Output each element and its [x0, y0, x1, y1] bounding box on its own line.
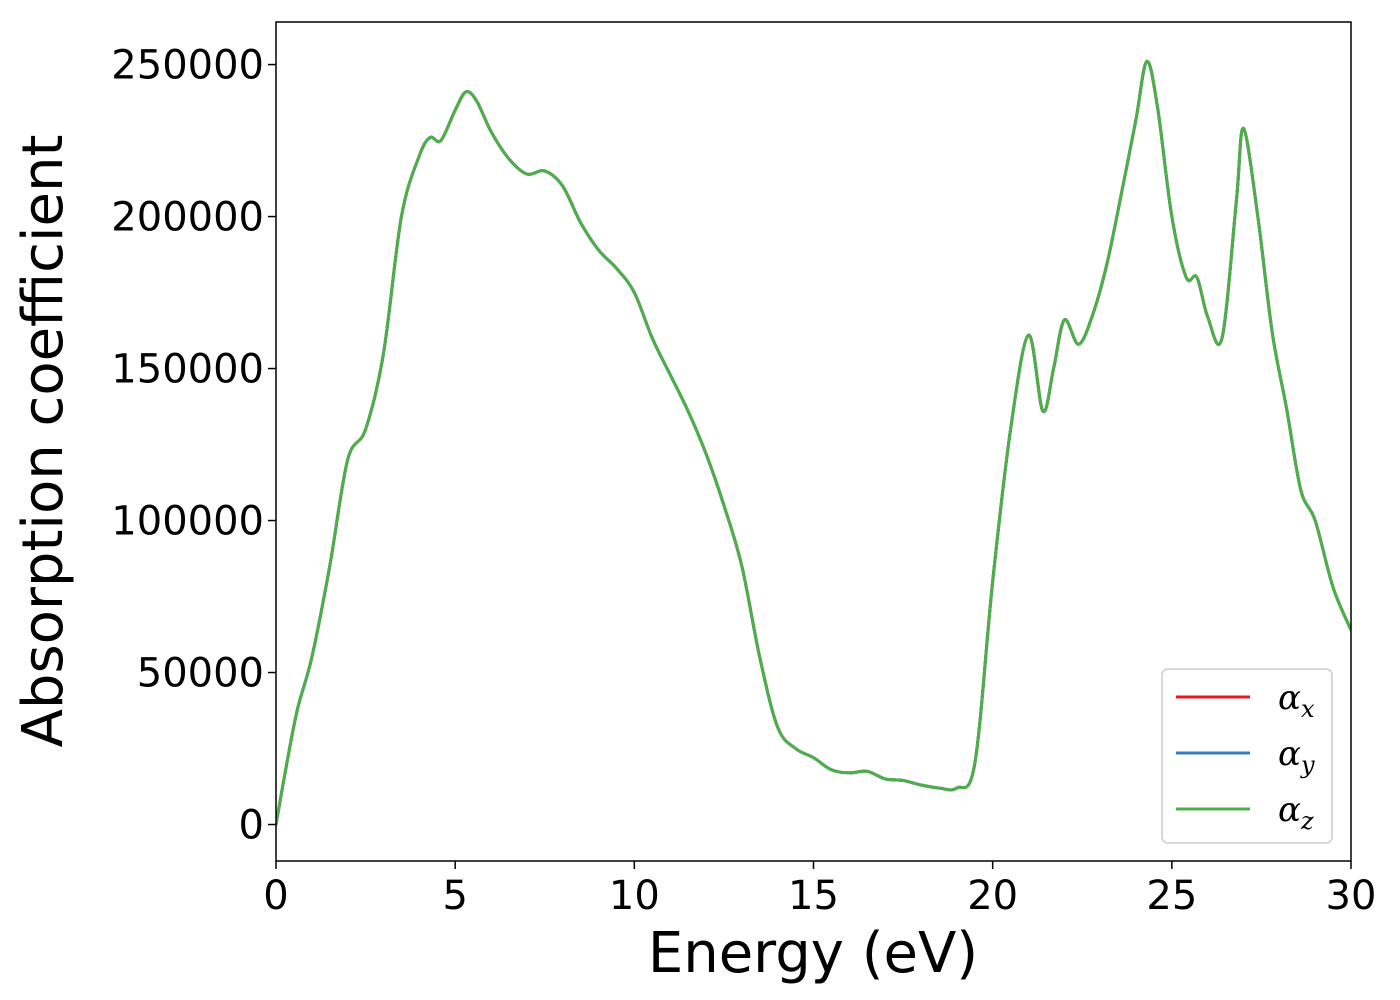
y-tick-label: 250000 — [111, 43, 264, 89]
legend-label-x: αx — [1278, 678, 1315, 723]
legend-label-y: αy — [1278, 734, 1315, 779]
legend-box — [1161, 668, 1333, 844]
x-tick-label: 5 — [442, 873, 467, 919]
series-line-z — [276, 60, 1351, 827]
y-tick-label: 150000 — [111, 347, 264, 393]
y-tick-label: 50000 — [137, 651, 264, 697]
x-tick-label: 10 — [609, 873, 660, 919]
legend-label-z: αz — [1278, 790, 1314, 835]
y-axis-title: Absorption coefficient — [11, 135, 76, 748]
y-tick-label: 100000 — [111, 499, 264, 545]
x-tick-label: 30 — [1326, 873, 1377, 919]
series-layer — [276, 60, 1351, 827]
y-tick-label: 200000 — [111, 195, 264, 241]
y-tick-label: 0 — [239, 803, 264, 849]
x-tick-label: 15 — [788, 873, 839, 919]
y-axis: 0 50000 100000 150000 200000 250000 — [111, 43, 276, 849]
x-axis-title: Energy (eV) — [648, 921, 978, 986]
legend: αx αy αz — [1161, 668, 1333, 844]
x-tick-label: 25 — [1146, 873, 1197, 919]
x-tick-label: 0 — [263, 873, 288, 919]
x-axis: 0 5 10 15 20 25 30 — [263, 861, 1376, 919]
x-tick-label: 20 — [967, 873, 1018, 919]
